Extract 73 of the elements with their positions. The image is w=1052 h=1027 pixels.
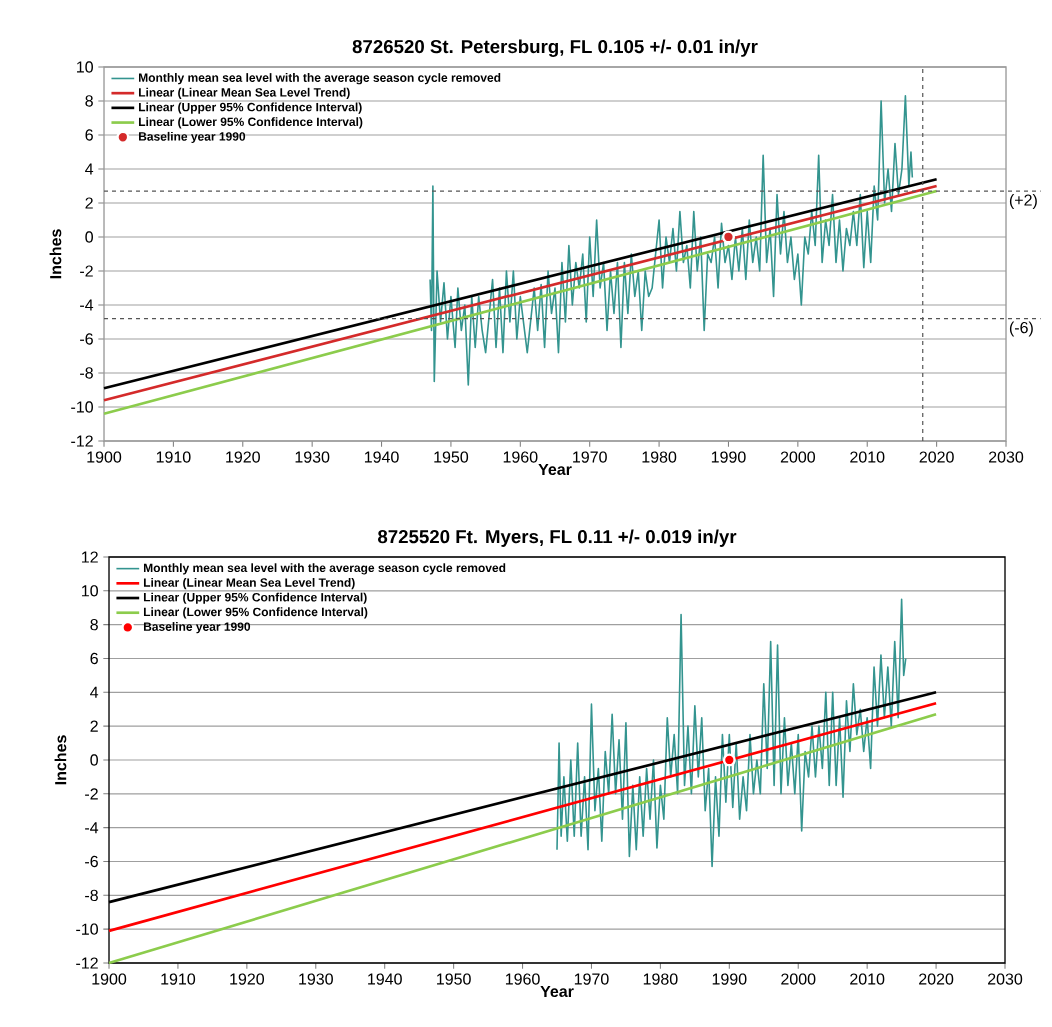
y-tick-label: -4 <box>80 299 94 311</box>
y-tick-label: 6 <box>90 652 98 665</box>
legend-label: Baseline year 1990 <box>143 622 251 634</box>
x-tick-label: 1980 <box>642 451 677 463</box>
legend-label: Linear (Upper 95% Confidence Interval) <box>143 592 367 604</box>
x-tick-label: 1910 <box>156 451 191 463</box>
y-tick-label: -10 <box>76 923 98 935</box>
x-tick-label: 1960 <box>505 973 540 985</box>
x-tick-label: 2020 <box>919 973 954 985</box>
y-tick-label: -4 <box>85 822 99 834</box>
y-tick-label: 6 <box>85 129 93 141</box>
x-tick-label: 1920 <box>230 973 265 985</box>
y-tick-label: -8 <box>80 367 93 379</box>
x-tick-label: 1960 <box>503 451 538 463</box>
x-tick-label: 1950 <box>437 973 471 985</box>
y-tick-label: -12 <box>76 957 98 969</box>
x-tick-label: 1990 <box>711 451 746 463</box>
y-tick-label: -10 <box>71 401 93 413</box>
y-tick-label: -8 <box>85 889 98 901</box>
x-tick-label: 2030 <box>988 973 1023 985</box>
y-tick-label: 4 <box>85 163 94 175</box>
legend-label: Linear (Linear Mean Sea Level Trend) <box>143 577 355 590</box>
y-tick-label: 10 <box>82 585 98 597</box>
x-tick-label: 2000 <box>780 451 816 463</box>
y-tick-label: 8 <box>90 619 98 631</box>
legend-label: Linear (Lower 95% Confidence Interval) <box>139 117 363 129</box>
legend-label: Monthly mean sea level with the average season cycle removed <box>139 73 501 85</box>
legend-label: Linear (Lower 95% Confidence Interval) <box>143 607 368 619</box>
x-tick-label: 1900 <box>87 451 122 463</box>
x-tick-label: 1920 <box>226 451 260 463</box>
x-tick-label: 2010 <box>850 451 885 463</box>
chart-title: 8726520 St. Petersburg, FL 0.105 +/- 0.01 in/yr <box>352 39 758 57</box>
x-tick-label: 1980 <box>643 973 678 985</box>
legend-label: Baseline year 1990 <box>139 131 246 144</box>
x-tick-label: 1950 <box>434 451 469 463</box>
x-tick-label: 1900 <box>92 973 127 985</box>
x-axis-title: Year <box>538 463 572 476</box>
y-tick-label: 0 <box>85 231 93 243</box>
x-tick-label: 2020 <box>919 451 954 463</box>
y-tick-label: 2 <box>85 197 93 209</box>
y-tick-label: 2 <box>90 720 98 732</box>
y-axis-title: Inches <box>49 229 62 279</box>
x-tick-label: 2010 <box>850 973 885 985</box>
y-tick-label: -12 <box>71 435 93 447</box>
y-tick-label: 0 <box>90 754 98 766</box>
y-tick-label: -6 <box>80 333 93 345</box>
x-tick-label: 1940 <box>364 451 399 463</box>
y-tick-label: 8 <box>85 95 93 107</box>
x-tick-label: 2030 <box>989 451 1024 463</box>
y-tick-label: 12 <box>82 551 98 563</box>
y-tick-label: 10 <box>77 61 93 73</box>
annotation: (+2) <box>1009 194 1037 209</box>
y-axis-title: Inches <box>54 735 67 785</box>
legend-label: Monthly mean sea level with the average season cycle removed <box>143 563 506 575</box>
y-tick-label: -6 <box>85 855 98 868</box>
x-axis-title: Year <box>540 985 574 998</box>
chart-title: 8725520 Ft. Myers, FL 0.11 +/- 0.019 in/yr <box>377 529 737 547</box>
x-tick-label: 2000 <box>781 973 816 985</box>
x-tick-label: 1970 <box>574 973 609 985</box>
x-tick-label: 1910 <box>161 973 196 985</box>
x-tick-label: 1930 <box>295 451 330 463</box>
x-tick-label: 1990 <box>712 973 747 985</box>
y-tick-label: 4 <box>90 686 99 698</box>
x-tick-label: 1970 <box>573 451 607 463</box>
y-tick-label: -2 <box>80 265 93 277</box>
line-series <box>556 598 907 868</box>
line-series <box>429 95 914 386</box>
legend-label: Linear (Linear Mean Sea Level Trend) <box>139 87 350 100</box>
x-tick-label: 1940 <box>368 973 402 985</box>
y-tick-label: -2 <box>85 788 98 800</box>
legend-label: Linear (Upper 95% Confidence Interval) <box>139 102 362 114</box>
annotation: (-6) <box>1009 321 1033 337</box>
x-tick-label: 1930 <box>299 973 333 985</box>
